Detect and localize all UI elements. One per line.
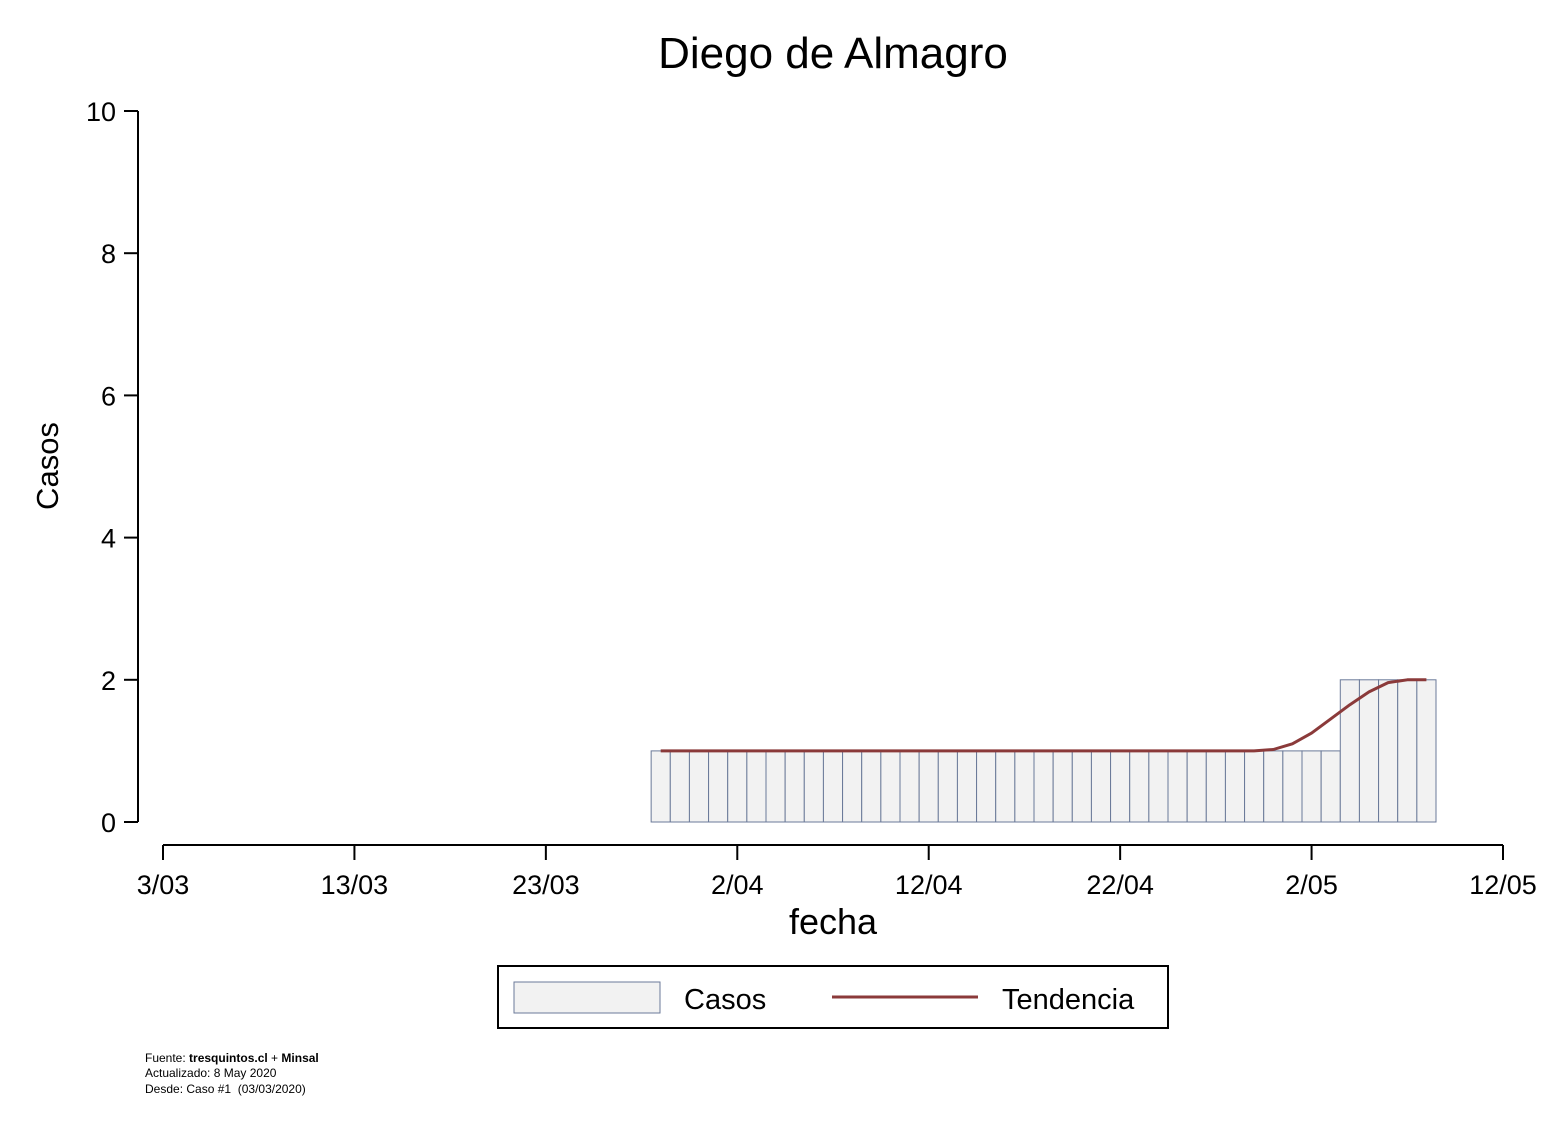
bar-casos	[1148, 750, 1169, 823]
bar-casos	[1167, 750, 1188, 823]
bar-casos	[956, 750, 978, 823]
legend: Casos Tendencia	[497, 965, 1169, 1029]
trend-line-group	[660, 678, 1427, 753]
legend-swatch-casos	[513, 981, 661, 1014]
bar-casos	[1052, 750, 1073, 823]
x-tick-label: 3/03	[137, 870, 190, 900]
bar-casos	[1071, 750, 1092, 823]
x-tick-label: 12/04	[895, 870, 963, 900]
bar-casos	[1320, 750, 1341, 823]
source-prefix: Fuente:	[145, 1051, 190, 1065]
legend-label-casos: Casos	[684, 984, 766, 1016]
x-axis-label: fecha	[789, 901, 878, 942]
y-tick-label: 8	[101, 239, 116, 269]
bar-casos	[1186, 750, 1207, 823]
bar-casos	[669, 750, 690, 823]
bar-casos	[1263, 750, 1284, 823]
bar-casos	[842, 750, 863, 823]
x-axis: 3/03 13/03 23/03 2/04 12/04 22/04 2/05 12/05	[137, 844, 1537, 900]
bar-casos	[1110, 750, 1131, 823]
bar-casos	[765, 750, 786, 823]
bar-casos	[1397, 679, 1418, 823]
y-tick-label: 10	[86, 97, 116, 127]
x-tick-label: 13/03	[321, 870, 389, 900]
source-join: +	[267, 1051, 282, 1065]
x-tick-label: 2/04	[711, 870, 764, 900]
bar-casos	[1129, 750, 1150, 823]
bar-casos	[880, 750, 901, 823]
x-tick-label: 23/03	[512, 870, 580, 900]
bar-casos	[1301, 750, 1322, 823]
y-tick-label: 2	[101, 666, 116, 696]
bar-casos	[746, 750, 767, 823]
bar-casos	[688, 750, 710, 823]
bar-casos	[727, 750, 748, 823]
bar-casos	[822, 750, 844, 823]
bar-casos	[1033, 750, 1054, 823]
source-org: Minsal	[281, 1051, 319, 1065]
bar-casos	[861, 750, 882, 823]
bar-casos	[1014, 750, 1035, 823]
legend-label-tendencia: Tendencia	[1002, 984, 1135, 1016]
x-tick-label: 2/05	[1285, 870, 1338, 900]
bar-casos	[995, 750, 1016, 823]
y-axis-label: Casos	[30, 422, 65, 510]
trend-line-tendencia	[660, 678, 1427, 753]
bar-casos	[976, 750, 997, 823]
y-tick-label: 0	[101, 808, 116, 838]
x-tick-label: 22/04	[1086, 870, 1154, 900]
y-axis: 0 2 4 6 8 10	[86, 97, 139, 838]
x-tick-label: 12/05	[1469, 870, 1537, 900]
bar-casos	[803, 750, 824, 823]
chart-title: Diego de Almagro	[658, 29, 1008, 78]
bar-casos	[708, 750, 729, 823]
bar-casos	[784, 750, 805, 823]
source-site: tresquintos.cl	[189, 1051, 268, 1065]
bar-casos	[1090, 750, 1112, 823]
source-note: Fuente: tresquintos.cl + Minsal	[145, 1051, 319, 1066]
bar-casos	[1416, 679, 1437, 823]
bar-casos	[918, 750, 939, 823]
bar-casos	[1224, 750, 1246, 823]
updated-note: Actualizado: 8 May 2020	[145, 1066, 277, 1080]
since-note: Desde: Caso #1 (03/03/2020)	[145, 1082, 306, 1096]
y-tick-label: 4	[101, 524, 116, 554]
bar-casos	[1282, 750, 1303, 823]
bar-casos	[899, 750, 920, 823]
bar-casos	[1358, 679, 1380, 823]
bar-casos	[1244, 750, 1265, 823]
bar-casos	[650, 750, 671, 823]
y-tick-label: 6	[101, 381, 116, 411]
bar-casos	[937, 750, 958, 823]
bar-casos	[1205, 750, 1226, 823]
bar-casos	[1378, 679, 1399, 823]
bars-casos	[650, 679, 1437, 823]
